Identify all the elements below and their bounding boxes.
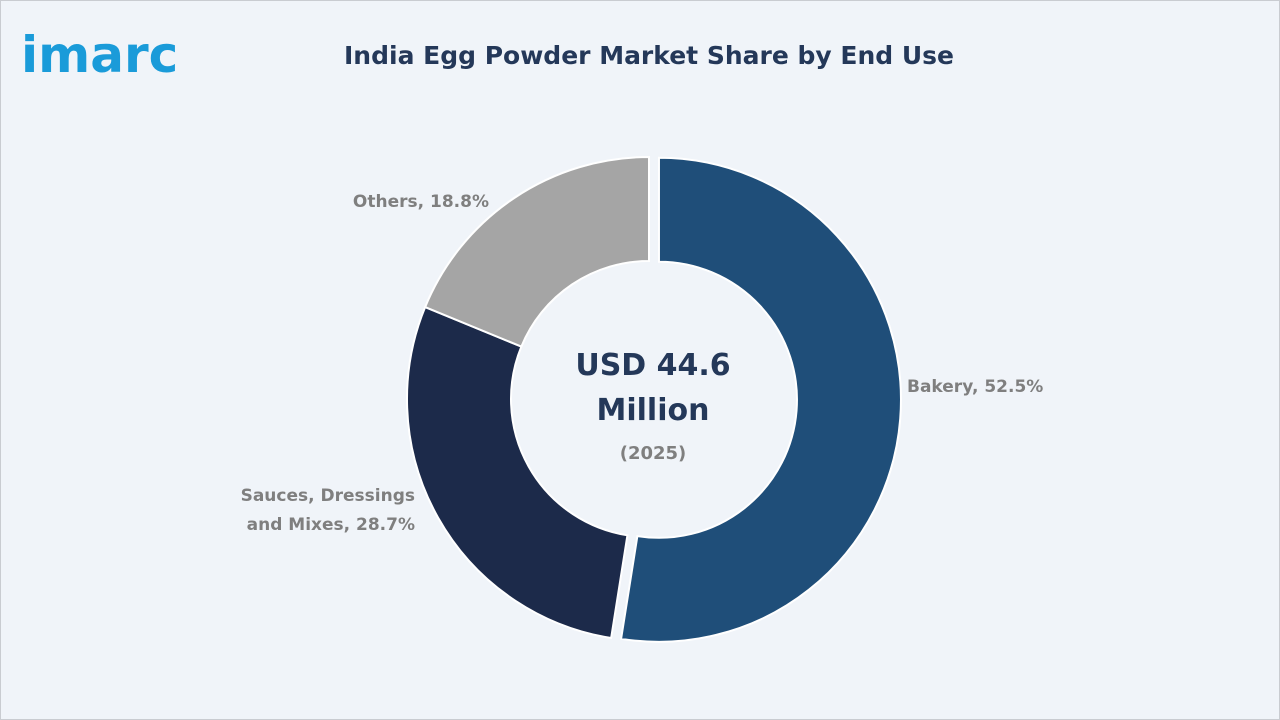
slice-label-bakery: Bakery, 52.5% — [907, 377, 1043, 397]
slice-others — [423, 155, 650, 348]
slice-sauces-dressings-and-mixes — [406, 305, 629, 640]
chart-title: India Egg Powder Market Share by End Use — [344, 41, 954, 70]
center-value-line1: USD 44.6 — [575, 348, 730, 383]
center-year: (2025) — [620, 443, 687, 464]
slice-label-sauces-line1: Sauces, Dressings — [241, 486, 415, 506]
center-label: USD 44.6 Million (2025) — [575, 348, 730, 464]
slice-label-others: Others, 18.8% — [353, 192, 489, 212]
slice-bakery — [619, 156, 902, 643]
labels-layer: Bakery, 52.5% Sauces, Dressings and Mixe… — [241, 192, 1044, 535]
slices-layer — [406, 155, 902, 643]
imarc-logo: imarc — [21, 26, 179, 84]
center-value-line2: Million — [597, 393, 710, 428]
slice-label-sauces-line2: and Mixes, 28.7% — [247, 515, 415, 535]
